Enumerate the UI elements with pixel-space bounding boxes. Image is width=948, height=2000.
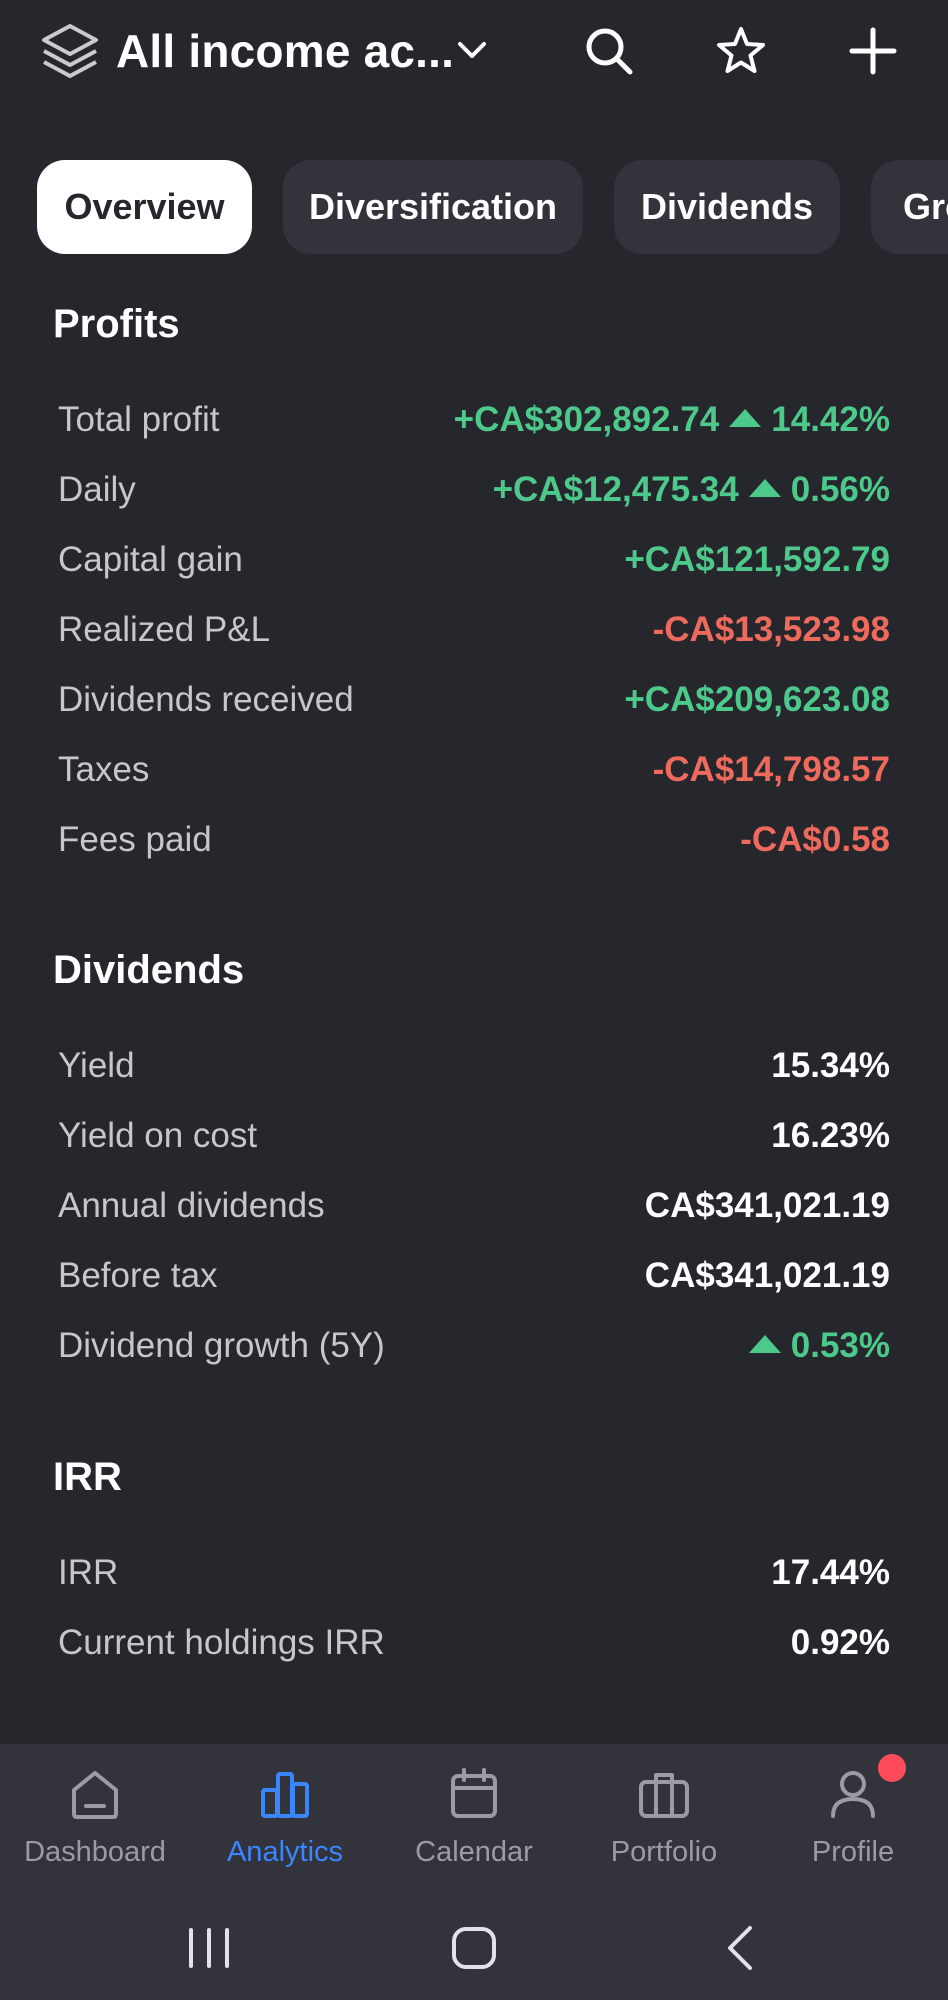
- nav-label: Portfolio: [610, 1836, 718, 1868]
- row-label: Yield on cost: [58, 1116, 258, 1155]
- profit-row-fees-paid: Fees paid -CA$0.58: [58, 810, 890, 870]
- triangle-up-icon: [748, 1335, 781, 1353]
- nav-portfolio[interactable]: Portfolio: [569, 1744, 759, 1904]
- tab-diversification[interactable]: Diversification: [283, 160, 583, 254]
- dividends-section-title: Dividends: [53, 948, 245, 992]
- nav-profile[interactable]: Profile: [758, 1744, 948, 1904]
- row-value: +CA$302,892.74 14.42%: [454, 400, 890, 440]
- row-label: Annual dividends: [58, 1186, 325, 1225]
- daily-amount: +CA$12,475.34: [492, 470, 739, 509]
- dividend-row-before-tax: Before tax CA$341,021.19: [58, 1246, 890, 1306]
- row-label: Current holdings IRR: [58, 1623, 385, 1662]
- tab-overview[interactable]: Overview: [37, 160, 252, 254]
- chevron-down-icon[interactable]: [452, 30, 492, 70]
- row-label: Total profit: [58, 400, 220, 439]
- notification-badge: [878, 1754, 906, 1782]
- irr-row-irr: IRR 17.44%: [58, 1543, 890, 1603]
- row-label: Fees paid: [58, 820, 212, 859]
- nav-label: Dashboard: [24, 1836, 166, 1868]
- row-value: 0.92%: [790, 1623, 890, 1662]
- row-label: Daily: [58, 470, 136, 509]
- nav-dashboard[interactable]: Dashboard: [0, 1744, 190, 1904]
- dividend-row-annual: Annual dividends CA$341,021.19: [58, 1176, 890, 1236]
- nav-label: Calendar: [415, 1836, 533, 1868]
- irr-row-current-holdings: Current holdings IRR 0.92%: [58, 1613, 890, 1673]
- home-button-icon[interactable]: [439, 1918, 509, 1978]
- user-icon: [831, 1771, 875, 1818]
- row-value: CA$341,021.19: [644, 1256, 890, 1295]
- analytics-tabs: Overview Diversification Dividends Gro: [0, 160, 948, 254]
- row-label: IRR: [58, 1553, 119, 1592]
- recent-apps-icon[interactable]: [174, 1918, 244, 1978]
- layers-icon[interactable]: [38, 20, 102, 82]
- total-profit-amount: +CA$302,892.74: [453, 400, 720, 439]
- profit-row-realized-pl: Realized P&L -CA$13,523.98: [58, 600, 890, 660]
- dividend-row-growth-5y: Dividend growth (5Y) 0.53%: [58, 1316, 890, 1376]
- row-value: 17.44%: [771, 1553, 890, 1592]
- nav-calendar[interactable]: Calendar: [379, 1744, 569, 1904]
- star-icon[interactable]: [713, 22, 769, 80]
- row-label: Realized P&L: [58, 610, 271, 649]
- triangle-up-icon: [729, 409, 762, 427]
- app-header: All income ac...: [0, 0, 948, 110]
- profit-row-taxes: Taxes -CA$14,798.57: [58, 740, 890, 800]
- plus-icon[interactable]: [845, 22, 901, 80]
- dividend-growth-value: 0.53%: [790, 1326, 890, 1365]
- triangle-up-icon: [748, 479, 781, 497]
- tab-dividends[interactable]: Dividends: [614, 160, 840, 254]
- nav-label: Analytics: [226, 1836, 344, 1868]
- row-value: +CA$209,623.08: [624, 680, 890, 719]
- row-value: -CA$14,798.57: [652, 750, 890, 789]
- row-value: -CA$13,523.98: [652, 610, 890, 649]
- search-icon[interactable]: [582, 22, 636, 80]
- row-value: +CA$12,475.34 0.56%: [493, 470, 890, 510]
- profits-section-title: Profits: [53, 302, 180, 346]
- briefcase-icon: [639, 1773, 689, 1818]
- row-value: CA$341,021.19: [644, 1186, 890, 1225]
- row-label: Capital gain: [58, 540, 243, 579]
- row-label: Before tax: [58, 1256, 218, 1295]
- bottom-navigation: Dashboard Analytics Calendar Portfolio: [0, 1744, 948, 1904]
- calendar-icon: [451, 1768, 497, 1818]
- row-value: 16.23%: [771, 1116, 890, 1155]
- system-navigation-bar: [0, 1904, 948, 2000]
- row-label: Dividend growth (5Y): [58, 1326, 385, 1365]
- row-value: 0.53%: [739, 1326, 890, 1366]
- row-label: Dividends received: [58, 680, 354, 719]
- daily-change: 0.56%: [790, 470, 890, 509]
- nav-label: Profile: [811, 1836, 895, 1868]
- total-profit-change: 14.42%: [771, 400, 890, 439]
- profit-row-daily: Daily +CA$12,475.34 0.56%: [58, 460, 890, 520]
- bar-chart-icon: [261, 1772, 309, 1818]
- nav-analytics[interactable]: Analytics: [190, 1744, 380, 1904]
- portfolio-title[interactable]: All income ac...: [116, 25, 455, 77]
- profit-row-total: Total profit +CA$302,892.74 14.42%: [58, 390, 890, 450]
- profit-row-capital-gain: Capital gain +CA$121,592.79: [58, 530, 890, 590]
- row-label: Taxes: [58, 750, 150, 789]
- dividend-row-yield: Yield 15.34%: [58, 1036, 890, 1096]
- dividend-row-yield-on-cost: Yield on cost 16.23%: [58, 1106, 890, 1166]
- back-icon[interactable]: [705, 1918, 775, 1978]
- row-label: Yield: [58, 1046, 135, 1085]
- row-value: 15.34%: [771, 1046, 890, 1085]
- row-value: +CA$121,592.79: [624, 540, 890, 579]
- tab-growth[interactable]: Gro: [871, 160, 948, 254]
- irr-section-title: IRR: [53, 1455, 122, 1499]
- home-icon: [72, 1771, 118, 1819]
- row-value: -CA$0.58: [740, 820, 890, 859]
- profit-row-dividends-received: Dividends received +CA$209,623.08: [58, 670, 890, 730]
